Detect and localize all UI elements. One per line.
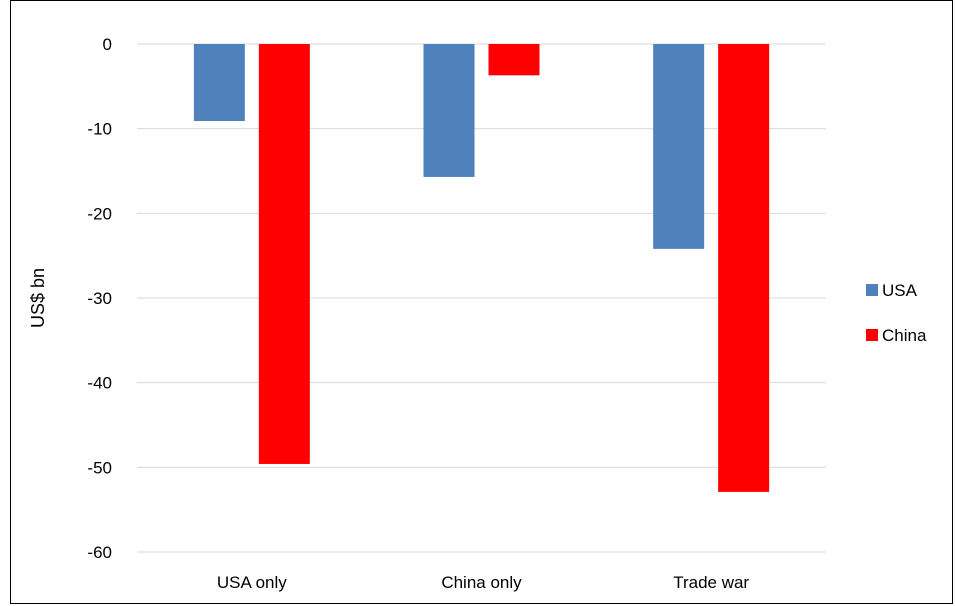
chart-frame xyxy=(10,0,953,604)
legend-label-china: China xyxy=(882,326,927,345)
bar-china-trade-war xyxy=(718,44,770,492)
bar-usa-trade-war xyxy=(653,44,705,249)
y-tick-label: -40 xyxy=(87,374,112,393)
x-axis-tick-labels: USA only China only Trade war xyxy=(217,573,750,592)
bar-china-china-only xyxy=(488,44,540,76)
y-tick-label: -20 xyxy=(87,204,112,223)
x-tick-label: Trade war xyxy=(673,573,749,592)
gridlines xyxy=(137,43,826,553)
y-axis-label: US$ bn xyxy=(28,268,48,328)
legend-swatch-usa xyxy=(866,284,878,296)
bar-china-usa-only xyxy=(258,44,310,464)
legend-swatch-china xyxy=(866,329,878,341)
y-tick-label: -10 xyxy=(87,120,112,139)
y-tick-label: -60 xyxy=(87,543,112,562)
y-tick-label: 0 xyxy=(103,35,112,54)
bar-usa-china-only xyxy=(423,44,475,177)
y-axis-tick-labels: 0 -10 -20 -30 -40 -50 -60 xyxy=(87,35,112,562)
bar-usa-usa-only xyxy=(193,44,245,122)
bars xyxy=(193,44,770,492)
y-tick-label: -30 xyxy=(87,289,112,308)
x-tick-label: China only xyxy=(441,573,522,592)
legend-label-usa: USA xyxy=(882,281,918,300)
x-tick-label: USA only xyxy=(217,573,287,592)
legend: USA China xyxy=(866,281,927,345)
y-tick-label: -50 xyxy=(87,458,112,477)
